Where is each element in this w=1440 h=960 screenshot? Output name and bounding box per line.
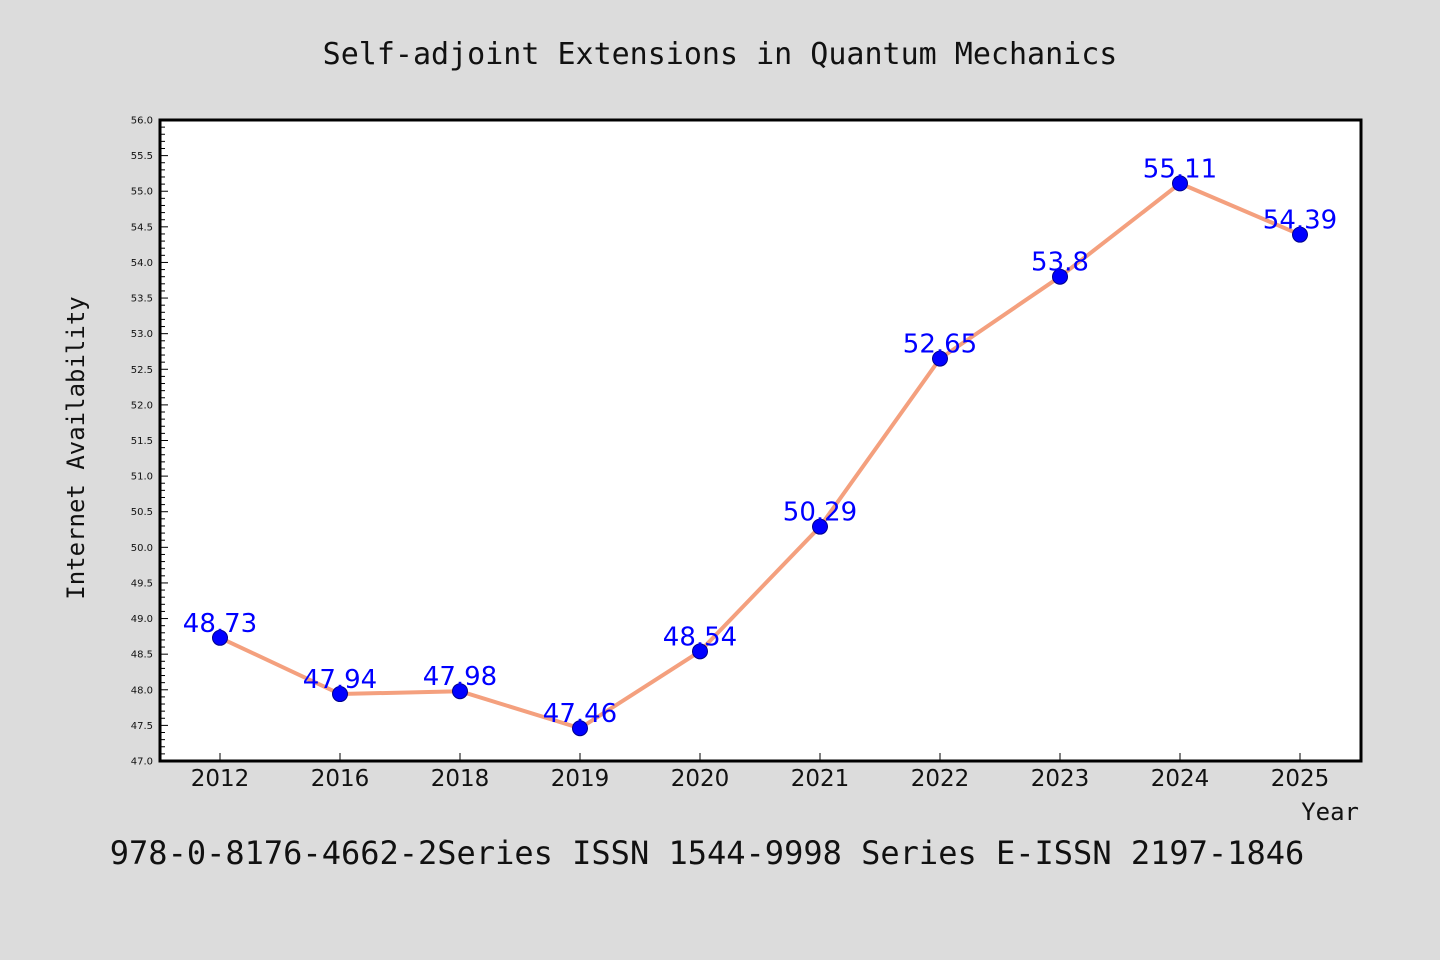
footer-text: 978-0-8176-4662-2Series ISSN 1544-9998 S… xyxy=(110,834,1304,872)
data-point xyxy=(1292,226,1308,243)
data-point xyxy=(572,720,588,737)
data-label: 47.94 xyxy=(303,665,377,695)
x-tick-label: 2012 xyxy=(191,766,250,792)
series-group xyxy=(212,175,1308,737)
x-tick-label: 2020 xyxy=(671,766,730,792)
x-axis-title: Year xyxy=(1301,798,1359,826)
data-point xyxy=(692,643,708,660)
x-axis: 2012 2016 2018 2019 2020 2021 2022 2023 2024 2025 xyxy=(191,753,1330,792)
y-tick-label: 49.5 xyxy=(131,578,153,589)
data-point xyxy=(452,683,468,700)
plot-frame xyxy=(158,118,1363,763)
y-tick-label: 54.5 xyxy=(131,222,153,233)
x-tick-label: 2016 xyxy=(311,766,370,792)
y-tick-label: 56.0 xyxy=(131,116,153,127)
data-point xyxy=(1052,268,1068,285)
data-point xyxy=(932,350,948,367)
y-tick-label: 47.5 xyxy=(131,721,153,732)
data-point xyxy=(812,518,828,535)
x-tick-label: 2019 xyxy=(551,766,610,792)
y-tick-label: 51.5 xyxy=(131,436,153,447)
chart-title: Self-adjoint Extensions in Quantum Mecha… xyxy=(323,37,1118,72)
y-tick-label: 50.5 xyxy=(131,507,153,518)
x-tick-label: 2018 xyxy=(431,766,490,792)
x-tick-label: 2023 xyxy=(1031,766,1090,792)
y-tick-label: 55.0 xyxy=(131,187,153,198)
y-tick-label: 48.5 xyxy=(131,650,153,661)
data-label: 54.39 xyxy=(1263,206,1337,236)
y-tick-label: 52.5 xyxy=(131,365,153,376)
y-axis-title: Internet Availability xyxy=(62,296,90,599)
data-label: 48.54 xyxy=(663,622,737,652)
x-tick-label: 2021 xyxy=(791,766,850,792)
y-tick-label: 47.0 xyxy=(131,757,153,768)
data-label-group: 48.73 47.94 47.98 47.46 48.54 50.29 52.65 53.8 5… xyxy=(183,154,1337,729)
y-tick-label: 54.0 xyxy=(131,258,153,269)
y-tick-label: 53.5 xyxy=(131,294,153,305)
data-label: 47.98 xyxy=(423,662,497,692)
data-label: 53.8 xyxy=(1031,248,1089,278)
y-axis: 47.0 47.5 48.0 48.5 49.0 49.5 50.0 50.5 51.0 51.5… xyxy=(131,116,168,768)
data-label: 47.46 xyxy=(543,699,617,729)
x-tick-label: 2024 xyxy=(1151,766,1210,792)
plot-area xyxy=(160,120,1361,761)
y-tick-label: 51.0 xyxy=(131,472,153,483)
y-tick-label: 53.0 xyxy=(131,329,153,340)
data-point xyxy=(212,629,228,646)
series-line xyxy=(218,181,1302,731)
data-label: 48.73 xyxy=(183,609,257,639)
data-label: 52.65 xyxy=(903,330,977,360)
y-tick-label: 48.0 xyxy=(131,685,153,696)
data-label: 55.11 xyxy=(1143,154,1217,184)
y-tick-label: 52.0 xyxy=(131,400,153,411)
x-tick-label: 2022 xyxy=(911,766,970,792)
y-tick-label: 49.0 xyxy=(131,614,153,625)
data-label: 50.29 xyxy=(783,498,857,528)
y-tick-label: 50.0 xyxy=(131,543,153,554)
x-tick-label: 2025 xyxy=(1271,766,1330,792)
data-point xyxy=(1172,175,1188,192)
data-point xyxy=(332,686,348,703)
y-tick-label: 55.5 xyxy=(131,151,153,162)
